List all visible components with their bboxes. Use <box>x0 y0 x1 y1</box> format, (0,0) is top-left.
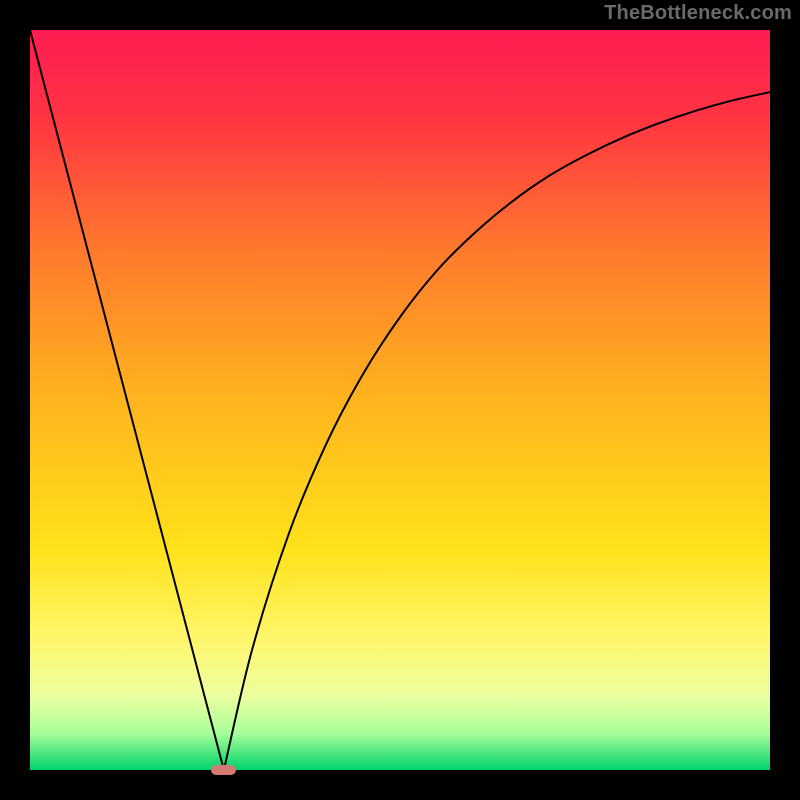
plot-area <box>30 30 770 770</box>
watermark-text: TheBottleneck.com <box>604 2 792 25</box>
series-right-curve <box>224 92 770 770</box>
minimum-marker <box>211 765 236 775</box>
series-left-stroke <box>30 30 224 770</box>
curve-layer <box>30 30 770 770</box>
chart-canvas: TheBottleneck.com <box>0 0 800 800</box>
